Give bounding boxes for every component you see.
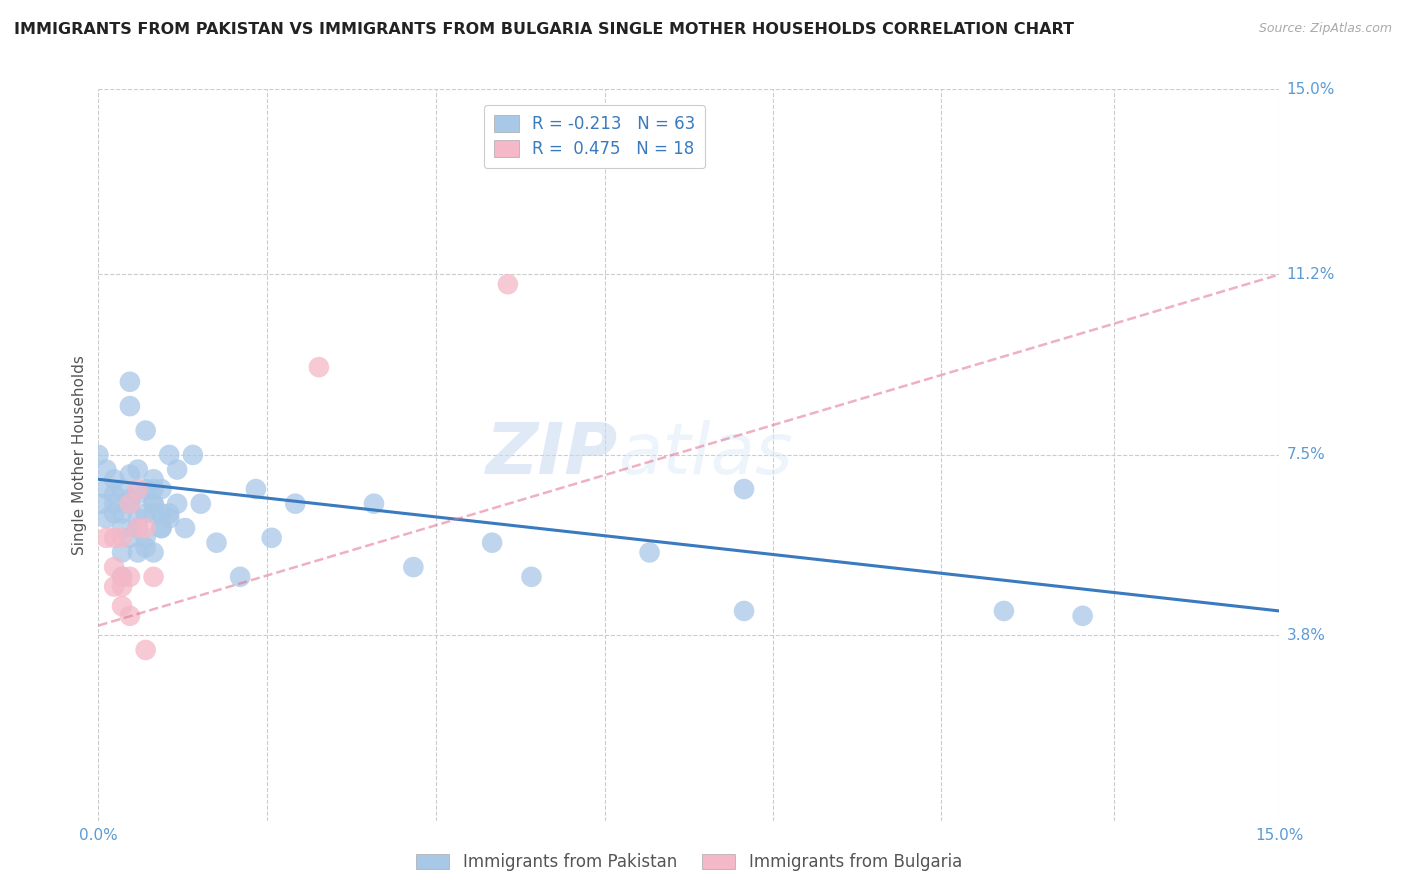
Point: [284, 497, 307, 511]
Text: ZIP: ZIP: [486, 420, 619, 490]
Point: [135, 531, 157, 545]
Point: [96, 482, 118, 496]
Point: [111, 482, 134, 496]
Point: [127, 462, 149, 476]
Point: [308, 360, 330, 375]
Point: [127, 545, 149, 559]
Point: [190, 497, 212, 511]
Point: [96, 511, 118, 525]
Point: [118, 608, 141, 623]
Point: [157, 448, 180, 462]
Point: [150, 521, 173, 535]
Point: [127, 521, 149, 535]
Point: [142, 507, 165, 521]
Point: [142, 497, 165, 511]
Point: [111, 580, 134, 594]
Point: [181, 448, 204, 462]
Point: [135, 507, 157, 521]
Point: [142, 545, 165, 559]
Point: [157, 507, 180, 521]
Point: [96, 531, 118, 545]
Point: [135, 643, 157, 657]
Point: [118, 497, 141, 511]
Point: [111, 545, 134, 559]
Point: [103, 580, 125, 594]
Point: [103, 487, 125, 501]
Point: [118, 497, 141, 511]
Point: [174, 521, 197, 535]
Point: [363, 497, 385, 511]
Point: [118, 375, 141, 389]
Point: [157, 511, 180, 525]
Point: [103, 531, 125, 545]
Point: [103, 507, 125, 521]
Point: [111, 521, 134, 535]
Point: [118, 531, 141, 545]
Point: [118, 491, 141, 506]
Text: atlas: atlas: [619, 420, 793, 490]
Point: [520, 570, 543, 584]
Point: [733, 482, 755, 496]
Point: [481, 535, 503, 549]
Point: [260, 531, 283, 545]
Point: [103, 497, 125, 511]
Point: [135, 541, 157, 555]
Point: [127, 511, 149, 525]
Text: IMMIGRANTS FROM PAKISTAN VS IMMIGRANTS FROM BULGARIA SINGLE MOTHER HOUSEHOLDS CO: IMMIGRANTS FROM PAKISTAN VS IMMIGRANTS F…: [14, 22, 1074, 37]
Point: [135, 424, 157, 438]
Point: [245, 482, 267, 496]
Text: 11.2%: 11.2%: [1286, 267, 1334, 282]
Point: [150, 482, 173, 496]
Point: [142, 497, 165, 511]
Point: [118, 570, 141, 584]
Point: [496, 277, 519, 292]
Point: [142, 570, 165, 584]
Point: [111, 570, 134, 584]
Point: [111, 599, 134, 613]
Point: [733, 604, 755, 618]
Point: [111, 507, 134, 521]
Point: [993, 604, 1015, 618]
Point: [127, 487, 149, 501]
Point: [135, 482, 157, 496]
Point: [229, 570, 252, 584]
Point: [118, 399, 141, 413]
Y-axis label: Single Mother Households: Single Mother Households: [72, 355, 87, 555]
Point: [1071, 608, 1094, 623]
Point: [127, 521, 149, 535]
Text: 15.0%: 15.0%: [1286, 82, 1334, 96]
Point: [166, 497, 188, 511]
Text: 7.5%: 7.5%: [1286, 448, 1326, 462]
Point: [135, 521, 157, 535]
Point: [91, 497, 114, 511]
Text: Source: ZipAtlas.com: Source: ZipAtlas.com: [1258, 22, 1392, 36]
Point: [96, 462, 118, 476]
Point: [142, 472, 165, 486]
Point: [127, 521, 149, 535]
Point: [205, 535, 228, 549]
Point: [142, 482, 165, 496]
Text: 3.8%: 3.8%: [1286, 628, 1326, 643]
Point: [402, 560, 425, 574]
Point: [111, 570, 134, 584]
Point: [150, 507, 173, 521]
Point: [166, 462, 188, 476]
Point: [150, 521, 173, 535]
Point: [127, 482, 149, 496]
Point: [638, 545, 661, 559]
Point: [111, 531, 134, 545]
Point: [87, 448, 110, 462]
Legend: Immigrants from Pakistan, Immigrants from Bulgaria: Immigrants from Pakistan, Immigrants fro…: [409, 847, 969, 878]
Point: [103, 560, 125, 574]
Point: [103, 472, 125, 486]
Point: [118, 467, 141, 482]
